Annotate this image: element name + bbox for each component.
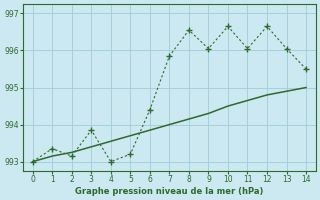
X-axis label: Graphe pression niveau de la mer (hPa): Graphe pression niveau de la mer (hPa) bbox=[75, 187, 264, 196]
